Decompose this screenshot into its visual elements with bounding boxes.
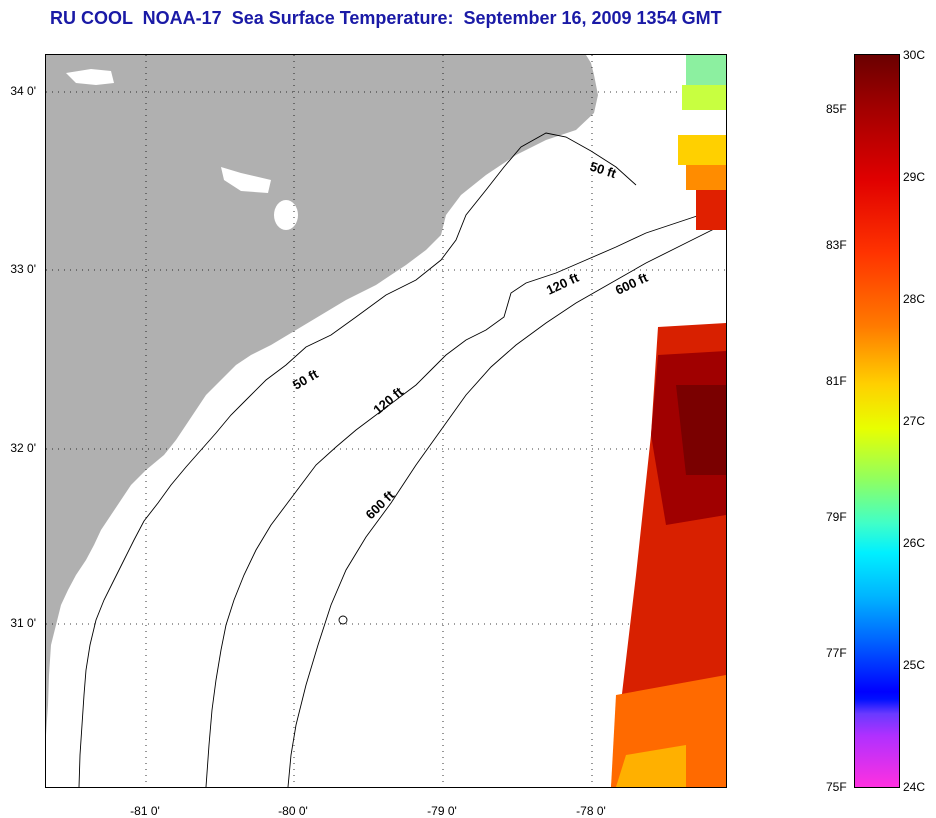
contour-50ft [78, 132, 637, 787]
contour-label-50ft-south: 50 ft [290, 366, 321, 393]
lon-label-79: -79 0' [427, 804, 457, 818]
contour-600ft [287, 222, 726, 787]
cb-f-85: 85F [826, 102, 847, 116]
contour-label-120ft-north: 120 ft [544, 269, 582, 297]
cb-f-75: 75F [826, 780, 847, 794]
map-title: RU COOL NOAA-17 Sea Surface Temperature:… [50, 8, 722, 28]
sst-map[interactable]: 50 ft 50 ft 120 ft 120 ft 600 ft 600 ft [45, 54, 727, 788]
contour-label-600ft-north: 600 ft [613, 269, 651, 297]
lake [274, 200, 298, 230]
lat-label-31: 31 0' [10, 616, 36, 630]
cb-f-79: 79F [826, 510, 847, 524]
lat-label-34: 34 0' [10, 84, 36, 98]
cb-c-28: 28C [903, 292, 926, 306]
sst-swath-upper [678, 55, 726, 230]
cb-c-30: 30C [903, 48, 926, 62]
cb-f-77: 77F [826, 646, 847, 660]
lon-label-80: -80 0' [278, 804, 308, 818]
cb-c-27: 27C [903, 414, 926, 428]
contour-120ft [205, 212, 707, 787]
graticule [46, 55, 726, 787]
map-canvas: 50 ft 50 ft 120 ft 120 ft 600 ft 600 ft [46, 55, 726, 787]
lat-label-32: 32 0' [10, 441, 36, 455]
contour-600ft-ring [338, 615, 348, 625]
lon-label-78: -78 0' [576, 804, 606, 818]
lake [66, 69, 114, 85]
lake [221, 167, 271, 193]
contour-label-600ft-south: 600 ft [363, 487, 398, 522]
sst-swath-lower [611, 323, 726, 787]
contour-label-120ft-south: 120 ft [370, 384, 406, 418]
contour-label-50ft-north: 50 ft [588, 159, 619, 182]
cb-c-26: 26C [903, 536, 926, 550]
cb-f-83: 83F [826, 238, 847, 252]
temperature-colorbar [854, 54, 900, 788]
cb-f-81: 81F [826, 374, 847, 388]
land-mass [46, 55, 598, 735]
cb-c-25: 25C [903, 658, 926, 672]
lon-label-81: -81 0' [130, 804, 160, 818]
cb-c-24: 24C [903, 780, 926, 794]
cb-c-29: 29C [903, 170, 926, 184]
lat-label-33: 33 0' [10, 262, 36, 276]
